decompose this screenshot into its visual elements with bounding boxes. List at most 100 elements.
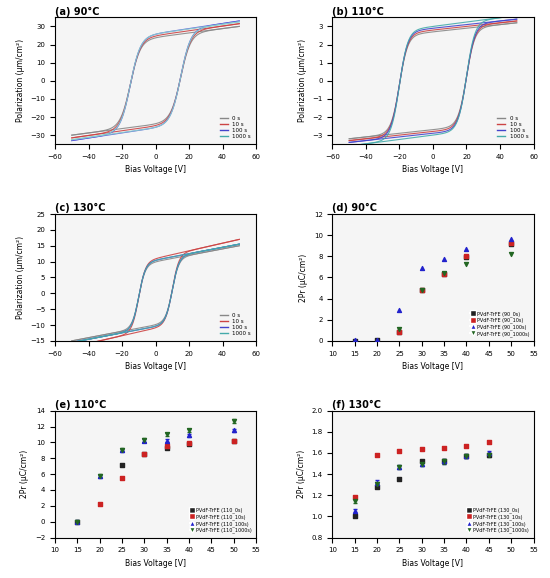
- Legend: PVdF-TrFE (110_0s), PVdF-TrFE (110_10s), PVdF-TrFE (110_100s), PVdF-TrFE (110_10: PVdF-TrFE (110_0s), PVdF-TrFE (110_10s),…: [188, 506, 254, 535]
- Point: [118, 460, 127, 469]
- X-axis label: Bias Voltage [V]: Bias Voltage [V]: [125, 559, 186, 568]
- Point: [229, 416, 238, 425]
- Point: [373, 478, 382, 487]
- Text: (c) 130°C: (c) 130°C: [55, 203, 106, 213]
- X-axis label: Bias Voltage [V]: Bias Voltage [V]: [403, 165, 464, 175]
- Point: [417, 459, 426, 468]
- Point: [440, 457, 449, 466]
- X-axis label: Bias Voltage [V]: Bias Voltage [V]: [125, 362, 186, 371]
- Point: [229, 426, 238, 435]
- X-axis label: Bias Voltage [V]: Bias Voltage [V]: [125, 165, 186, 175]
- Point: [95, 471, 104, 480]
- Point: [507, 235, 515, 244]
- Point: [440, 255, 449, 264]
- Point: [395, 446, 404, 455]
- Point: [162, 443, 171, 453]
- Text: (e) 110°C: (e) 110°C: [55, 400, 106, 410]
- Point: [350, 492, 359, 502]
- Point: [395, 462, 404, 471]
- Point: [395, 325, 404, 334]
- Point: [440, 270, 449, 279]
- Y-axis label: Polarization (μm/cm²): Polarization (μm/cm²): [16, 39, 25, 123]
- Point: [462, 451, 471, 461]
- Point: [162, 436, 171, 446]
- Point: [350, 336, 359, 346]
- Point: [462, 259, 471, 268]
- Point: [350, 496, 359, 505]
- Point: [395, 306, 404, 315]
- Point: [185, 439, 194, 449]
- Y-axis label: 2Pr (μC/cm²): 2Pr (μC/cm²): [299, 253, 308, 302]
- Point: [140, 450, 148, 459]
- Point: [440, 457, 449, 466]
- Y-axis label: Polarization (μm/cm²): Polarization (μm/cm²): [298, 39, 307, 123]
- Point: [373, 479, 382, 488]
- Point: [373, 336, 382, 345]
- Point: [395, 327, 404, 336]
- Point: [417, 444, 426, 453]
- Point: [118, 446, 127, 455]
- Point: [485, 450, 493, 460]
- Y-axis label: 2Pr (μC/cm²): 2Pr (μC/cm²): [20, 450, 30, 498]
- Point: [417, 457, 426, 466]
- Point: [507, 239, 515, 248]
- Point: [507, 250, 515, 259]
- Point: [185, 439, 194, 448]
- Point: [118, 473, 127, 483]
- Point: [350, 506, 359, 516]
- Point: [440, 457, 449, 466]
- Point: [485, 450, 493, 460]
- Text: (f) 130°C: (f) 130°C: [332, 400, 382, 410]
- Point: [395, 462, 404, 471]
- Point: [373, 482, 382, 491]
- Text: (b) 110°C: (b) 110°C: [332, 6, 384, 17]
- Point: [185, 431, 194, 440]
- Point: [118, 445, 127, 454]
- Y-axis label: Polarization (μm/cm²): Polarization (μm/cm²): [16, 236, 25, 319]
- Point: [485, 449, 493, 458]
- Text: (a) 90°C: (a) 90°C: [55, 6, 100, 17]
- Point: [395, 328, 404, 337]
- Legend: 0 s, 10 s, 100 s, 1000 s: 0 s, 10 s, 100 s, 1000 s: [495, 114, 531, 142]
- Point: [462, 251, 471, 261]
- Point: [462, 451, 471, 461]
- X-axis label: Bias Voltage [V]: Bias Voltage [V]: [403, 559, 464, 568]
- Point: [95, 499, 104, 509]
- Point: [440, 443, 449, 453]
- Point: [229, 436, 238, 446]
- Point: [462, 451, 471, 461]
- Point: [395, 475, 404, 484]
- Text: (d) 90°C: (d) 90°C: [332, 203, 377, 213]
- Point: [350, 512, 359, 521]
- Point: [417, 264, 426, 273]
- Point: [73, 517, 82, 527]
- Point: [507, 238, 515, 247]
- Point: [140, 436, 148, 446]
- Point: [440, 269, 449, 278]
- Y-axis label: 2Pr (μC/cm²): 2Pr (μC/cm²): [297, 450, 306, 498]
- Point: [417, 459, 426, 468]
- Point: [373, 450, 382, 460]
- Point: [417, 286, 426, 295]
- Point: [417, 285, 426, 294]
- Point: [162, 430, 171, 439]
- Legend: PVdF-TrFE (90_0s), PVdF-TrFE (90_10s), PVdF-TrFE (90_100s), PVdF-TrFE (90_1000s): PVdF-TrFE (90_0s), PVdF-TrFE (90_10s), P…: [469, 309, 531, 339]
- Point: [229, 436, 238, 446]
- Point: [462, 441, 471, 450]
- Point: [350, 336, 359, 345]
- Point: [162, 442, 171, 451]
- Point: [73, 517, 82, 527]
- Point: [462, 244, 471, 254]
- X-axis label: Bias Voltage [V]: Bias Voltage [V]: [403, 362, 464, 371]
- Point: [140, 435, 148, 444]
- Point: [185, 426, 194, 435]
- Point: [440, 270, 449, 279]
- Point: [95, 472, 104, 481]
- Point: [373, 336, 382, 345]
- Point: [485, 438, 493, 447]
- Point: [140, 450, 148, 459]
- Legend: 0 s, 10 s, 100 s, 1000 s: 0 s, 10 s, 100 s, 1000 s: [217, 114, 253, 142]
- Point: [73, 517, 82, 527]
- Legend: 0 s, 10 s, 100 s, 1000 s: 0 s, 10 s, 100 s, 1000 s: [217, 310, 253, 338]
- Point: [417, 286, 426, 295]
